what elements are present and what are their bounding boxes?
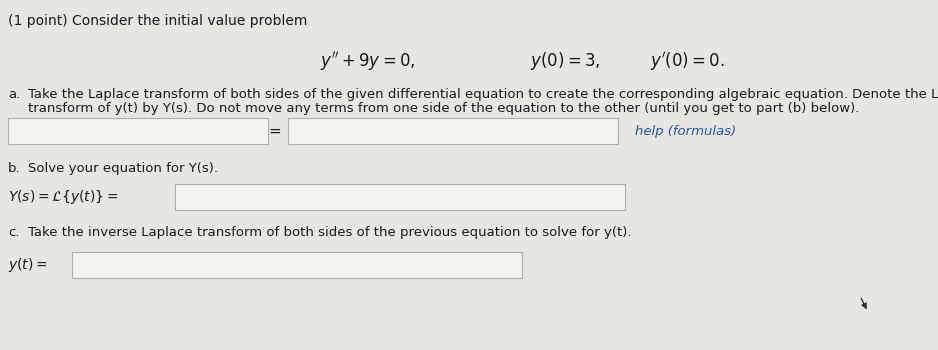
Text: transform of y(t) by Y(s). Do not move any terms from one side of the equation t: transform of y(t) by Y(s). Do not move a… <box>28 102 859 115</box>
Text: $Y(s) = \mathcal{L}\{y(t)\} =$: $Y(s) = \mathcal{L}\{y(t)\} =$ <box>8 188 118 206</box>
Text: help (formulas): help (formulas) <box>635 125 736 138</box>
Text: Take the inverse Laplace transform of both sides of the previous equation to sol: Take the inverse Laplace transform of bo… <box>28 226 631 239</box>
Text: (1 point) Consider the initial value problem: (1 point) Consider the initial value pro… <box>8 14 308 28</box>
FancyBboxPatch shape <box>8 118 268 144</box>
Text: $y'' + 9y = 0,$: $y'' + 9y = 0,$ <box>320 50 416 73</box>
FancyBboxPatch shape <box>288 118 618 144</box>
Text: $y'(0) = 0.$: $y'(0) = 0.$ <box>650 50 725 73</box>
Text: Take the Laplace transform of both sides of the given differential equation to c: Take the Laplace transform of both sides… <box>28 88 938 101</box>
Text: =: = <box>268 124 281 139</box>
Text: a.: a. <box>8 88 21 101</box>
Text: Solve your equation for Y(s).: Solve your equation for Y(s). <box>28 162 218 175</box>
FancyBboxPatch shape <box>175 184 625 210</box>
Text: b.: b. <box>8 162 21 175</box>
Text: $y(0) = 3,$: $y(0) = 3,$ <box>530 50 600 72</box>
FancyBboxPatch shape <box>72 252 522 278</box>
Text: $y(t) =$: $y(t) =$ <box>8 256 48 274</box>
Text: c.: c. <box>8 226 20 239</box>
